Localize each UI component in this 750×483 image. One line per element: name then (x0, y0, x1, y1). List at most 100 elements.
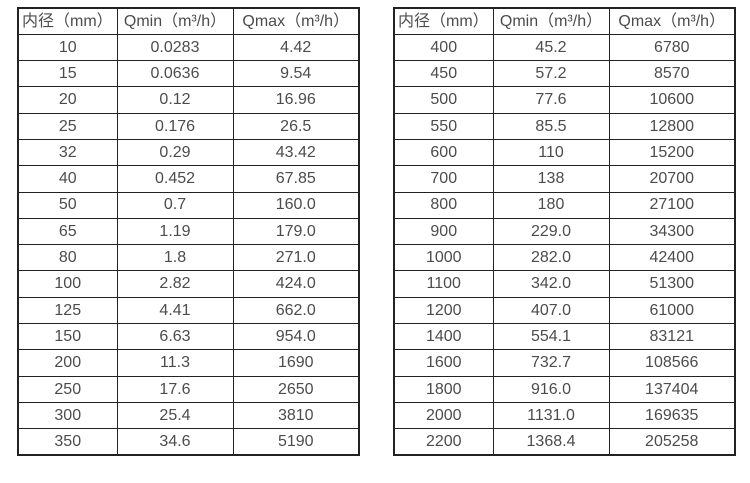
table-cell: 0.29 (116, 138, 234, 167)
table-cell: 100 (17, 270, 118, 298)
table-cell: 15 (17, 60, 118, 88)
table-cell: 110 (492, 138, 610, 167)
table-cell: 424.0 (232, 270, 360, 298)
table-row: 50 0.7 160.0 (17, 191, 360, 219)
table-row: 1000 282.0 42400 (393, 244, 736, 272)
table-row: 80 1.8 271.0 (17, 244, 360, 272)
table-cell: 1368.4 (492, 428, 610, 456)
table-cell: 0.0283 (116, 33, 234, 62)
table-cell: 50 (17, 191, 118, 219)
table-cell: 2000 (393, 401, 494, 430)
table-cell: 169635 (608, 401, 736, 430)
table-cell: 77.6 (492, 86, 610, 114)
table-cell: 12800 (608, 112, 736, 140)
table-row: 250 17.6 2650 (17, 375, 360, 403)
flow-spec-table-small-diameters: 内径（mm） Qmin（m³/h） Qmax（m³/h） 10 0.0283 4.4… (17, 7, 360, 457)
table-cell: 6780 (608, 33, 736, 62)
table-header-row: 内径（mm） Qmin（m³/h） Qmax（m³/h） (393, 7, 736, 35)
table-cell: 500 (393, 86, 494, 114)
table-cell: 8570 (608, 60, 736, 88)
table-row: 200 11.3 1690 (17, 349, 360, 377)
table-cell: 900 (393, 217, 494, 246)
table-cell: 160.0 (232, 191, 360, 219)
table-cell: 662.0 (232, 296, 360, 325)
table-cell: 180 (492, 191, 610, 219)
table-cell: 550 (393, 112, 494, 140)
table-cell: 0.176 (116, 112, 234, 140)
table-cell: 25.4 (116, 401, 234, 430)
table-cell: 9.54 (232, 60, 360, 88)
table-cell: 450 (393, 60, 494, 88)
table-row: 700 138 20700 (393, 165, 736, 193)
table-cell: 954.0 (232, 323, 360, 351)
table-cell: 83121 (608, 323, 736, 351)
table-row: 1600 732.7 108566 (393, 349, 736, 377)
table-row: 600 110 15200 (393, 138, 736, 167)
table-row: 1100 342.0 51300 (393, 270, 736, 298)
table-cell: 25 (17, 112, 118, 140)
table-cell: 26.5 (232, 112, 360, 140)
header-inner-diameter: 内径（mm） (17, 7, 118, 35)
table-cell: 271.0 (232, 244, 360, 272)
table-cell: 732.7 (492, 349, 610, 377)
table-cell: 34.6 (116, 428, 234, 456)
table-cell: 2650 (232, 375, 360, 403)
header-qmax: Qmax（m³/h） (608, 7, 736, 35)
table-cell: 42400 (608, 244, 736, 272)
table-cell: 2200 (393, 428, 494, 456)
table-row: 350 34.6 5190 (17, 428, 360, 456)
table-cell: 2.82 (116, 270, 234, 298)
table-cell: 4.42 (232, 33, 360, 62)
table-cell: 1000 (393, 244, 494, 272)
table-cell: 80 (17, 244, 118, 272)
table-cell: 350 (17, 428, 118, 456)
table-row: 40 0.452 67.85 (17, 165, 360, 193)
table-row: 32 0.29 43.42 (17, 138, 360, 167)
table-cell: 10600 (608, 86, 736, 114)
table-row: 25 0.176 26.5 (17, 112, 360, 140)
table-cell: 229.0 (492, 217, 610, 246)
table-cell: 108566 (608, 349, 736, 377)
table-cell: 1600 (393, 349, 494, 377)
table-cell: 85.5 (492, 112, 610, 140)
table-row: 2200 1368.4 205258 (393, 428, 736, 456)
header-qmin: Qmin（m³/h） (492, 7, 610, 35)
table-cell: 138 (492, 165, 610, 193)
table-cell: 0.452 (116, 165, 234, 193)
table-cell: 3810 (232, 401, 360, 430)
table-cell: 1100 (393, 270, 494, 298)
table-cell: 67.85 (232, 165, 360, 193)
table-cell: 1800 (393, 375, 494, 403)
table-cell: 407.0 (492, 296, 610, 325)
table-row: 125 4.41 662.0 (17, 296, 360, 325)
table-cell: 40 (17, 165, 118, 193)
table-cell: 0.7 (116, 191, 234, 219)
table-header-row: 内径（mm） Qmin（m³/h） Qmax（m³/h） (17, 7, 360, 35)
table-cell: 20 (17, 86, 118, 114)
spec-tables-container: 内径（mm） Qmin（m³/h） Qmax（m³/h） 10 0.0283 4.4… (17, 7, 736, 457)
table-cell: 5190 (232, 428, 360, 456)
table-cell: 10 (17, 33, 118, 62)
table-row: 20 0.12 16.96 (17, 86, 360, 114)
table-cell: 916.0 (492, 375, 610, 403)
table-cell: 205258 (608, 428, 736, 456)
table-cell: 282.0 (492, 244, 610, 272)
table-cell: 179.0 (232, 217, 360, 246)
table-cell: 27100 (608, 191, 736, 219)
table-row: 400 45.2 6780 (393, 33, 736, 62)
table-cell: 65 (17, 217, 118, 246)
table-row: 15 0.0636 9.54 (17, 60, 360, 88)
table-cell: 16.96 (232, 86, 360, 114)
table-row: 450 57.2 8570 (393, 60, 736, 88)
table-cell: 20700 (608, 165, 736, 193)
header-qmin: Qmin（m³/h） (116, 7, 234, 35)
table-cell: 45.2 (492, 33, 610, 62)
table-cell: 800 (393, 191, 494, 219)
flow-spec-table-large-diameters: 内径（mm） Qmin（m³/h） Qmax（m³/h） 400 45.2 6780… (393, 7, 736, 457)
table-row: 1200 407.0 61000 (393, 296, 736, 325)
table-cell: 250 (17, 375, 118, 403)
header-qmax: Qmax（m³/h） (232, 7, 360, 35)
table-row: 300 25.4 3810 (17, 401, 360, 430)
table-cell: 150 (17, 323, 118, 351)
table-cell: 125 (17, 296, 118, 325)
